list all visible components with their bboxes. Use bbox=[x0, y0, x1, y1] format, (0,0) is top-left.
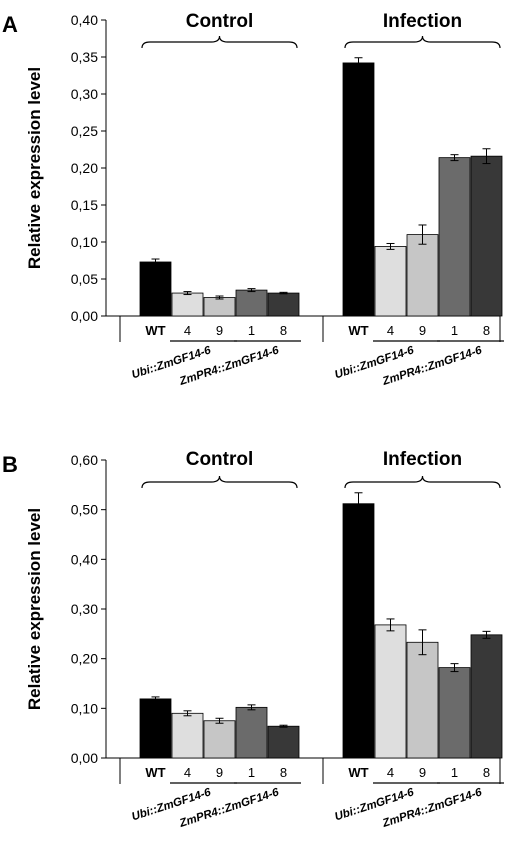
bar bbox=[171, 712, 204, 759]
bar bbox=[267, 292, 300, 317]
bar bbox=[342, 503, 375, 759]
bar bbox=[171, 292, 204, 317]
group-title: Control bbox=[186, 11, 254, 32]
x-tick-label: 8 bbox=[483, 765, 490, 780]
x-tick-label: 4 bbox=[387, 323, 394, 338]
group-brace bbox=[141, 35, 298, 49]
x-tick-label: 1 bbox=[248, 765, 255, 780]
bar bbox=[235, 706, 268, 759]
bar bbox=[267, 725, 300, 759]
panel-b: B Relative expression level 0,00 0,10 0,20 0,… bbox=[2, 449, 504, 830]
bar bbox=[342, 62, 375, 317]
x-tick-label: 8 bbox=[280, 765, 287, 780]
bar bbox=[470, 155, 503, 317]
y-axis-label: Relative expression level bbox=[25, 67, 44, 269]
y-tick-label: 0,30 bbox=[71, 86, 98, 102]
group-title: Infection bbox=[383, 449, 462, 470]
y-tick-label: 0,00 bbox=[71, 308, 98, 324]
x-tick-label: 4 bbox=[184, 765, 191, 780]
group-title: Control bbox=[186, 449, 254, 470]
group-brace bbox=[344, 475, 501, 489]
x-tick-label: WT bbox=[145, 323, 165, 338]
bar bbox=[374, 624, 407, 759]
group-title: Infection bbox=[383, 11, 462, 32]
y-tick-label: 0,25 bbox=[71, 123, 98, 139]
group-brace bbox=[344, 35, 501, 49]
x-tick-label: WT bbox=[348, 323, 368, 338]
y-tick-label: 0,40 bbox=[71, 12, 98, 28]
bar bbox=[235, 289, 268, 317]
bar bbox=[374, 246, 407, 317]
x-tick-label: 8 bbox=[280, 323, 287, 338]
y-axis-label: Relative expression level bbox=[25, 508, 44, 710]
group-brace bbox=[141, 475, 298, 489]
y-tick-label: 0,35 bbox=[71, 49, 98, 65]
panel-label: B bbox=[2, 452, 18, 477]
x-tick-label: 9 bbox=[419, 323, 426, 338]
bar bbox=[438, 667, 471, 759]
panel-a: A Relative expression level 0,00 0,05 0,10 0,… bbox=[2, 11, 504, 388]
bar bbox=[203, 297, 236, 317]
y-tick-label: 0,05 bbox=[71, 271, 98, 287]
y-tick-label: 0,20 bbox=[71, 160, 98, 176]
bar bbox=[139, 261, 172, 317]
y-tick-label: 0,40 bbox=[71, 551, 98, 567]
x-tick-label: 1 bbox=[451, 765, 458, 780]
y-tick-label: 0,15 bbox=[71, 197, 98, 213]
y-tick-label: 0,10 bbox=[71, 234, 98, 250]
panel-label: A bbox=[2, 12, 18, 37]
y-tick-label: 0,50 bbox=[71, 502, 98, 518]
y-tick-label: 0,20 bbox=[71, 651, 98, 667]
x-tick-label: 4 bbox=[184, 323, 191, 338]
x-tick-label: WT bbox=[348, 765, 368, 780]
bar bbox=[470, 634, 503, 759]
y-tick-label: 0,10 bbox=[71, 700, 98, 716]
x-tick-label: 9 bbox=[216, 323, 223, 338]
y-tick-label: 0,60 bbox=[71, 452, 98, 468]
bar bbox=[406, 641, 439, 759]
bar bbox=[406, 234, 439, 317]
bar bbox=[438, 157, 471, 317]
x-tick-label: WT bbox=[145, 765, 165, 780]
bar bbox=[139, 698, 172, 759]
x-tick-label: 9 bbox=[419, 765, 426, 780]
x-tick-label: 9 bbox=[216, 765, 223, 780]
x-tick-label: 8 bbox=[483, 323, 490, 338]
x-tick-label: 1 bbox=[248, 323, 255, 338]
y-tick-label: 0,00 bbox=[71, 750, 98, 766]
bar bbox=[203, 720, 236, 759]
x-tick-label: 1 bbox=[451, 323, 458, 338]
x-tick-label: 4 bbox=[387, 765, 394, 780]
y-tick-label: 0,30 bbox=[71, 601, 98, 617]
